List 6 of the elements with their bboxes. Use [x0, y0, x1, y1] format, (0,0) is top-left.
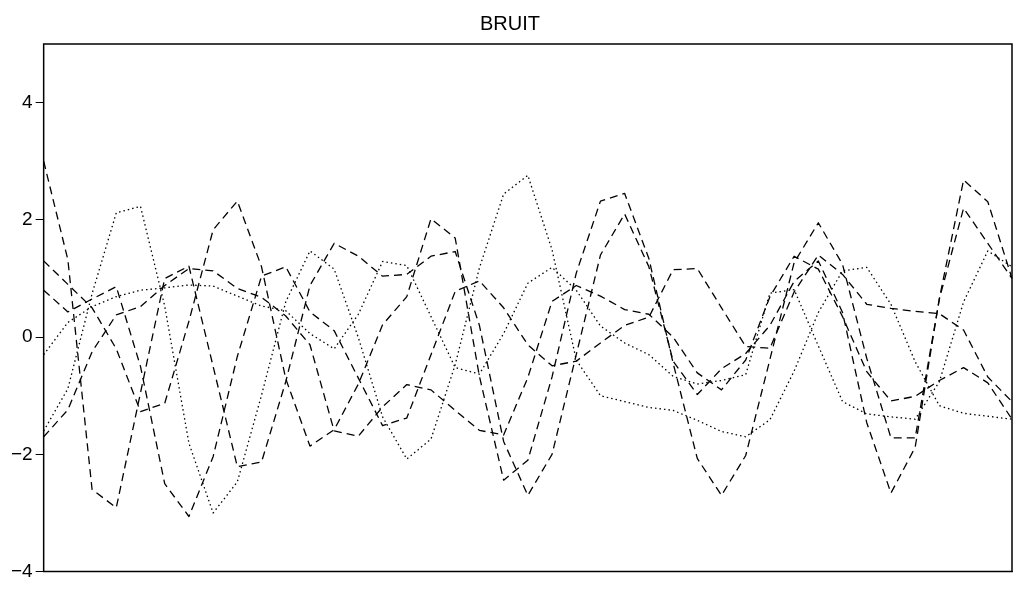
chart-title: BRUIT — [480, 11, 540, 34]
y-tick-label: −4 — [10, 559, 34, 581]
y-tick-label: 2 — [22, 208, 33, 230]
y-tick-label: 4 — [22, 90, 34, 112]
y-tick-label: 0 — [22, 325, 33, 347]
y-tick-label: −2 — [10, 442, 33, 464]
